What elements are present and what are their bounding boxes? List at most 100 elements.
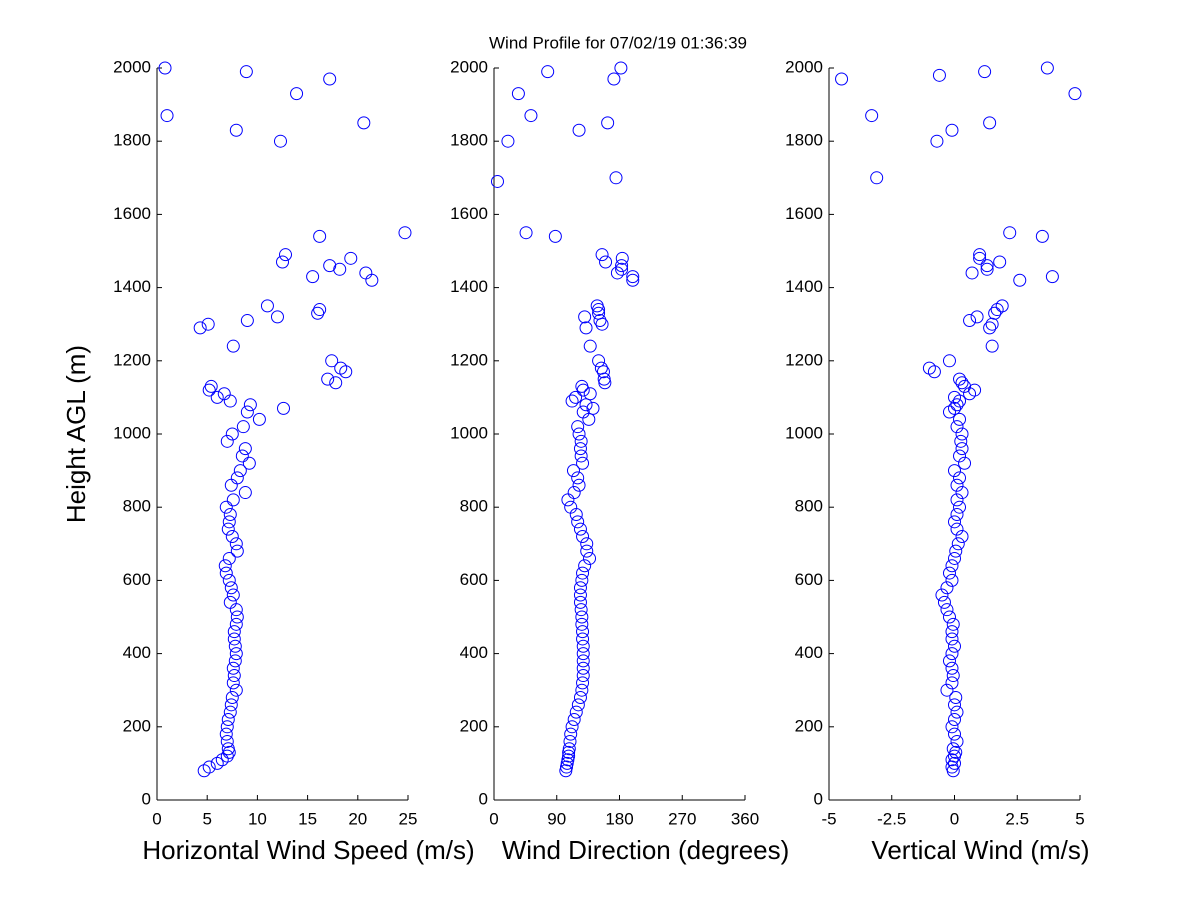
data-point bbox=[1013, 273, 1027, 287]
data-point bbox=[490, 174, 504, 188]
data-point bbox=[229, 683, 243, 697]
data-point bbox=[226, 588, 240, 602]
data-point bbox=[334, 361, 348, 375]
data-point bbox=[202, 383, 216, 397]
data-point bbox=[252, 412, 266, 426]
data-point bbox=[596, 365, 610, 379]
data-point bbox=[230, 544, 244, 558]
data-point bbox=[576, 669, 590, 683]
y-tick-label: 1400 bbox=[785, 277, 823, 296]
data-point bbox=[572, 478, 586, 492]
data-point bbox=[524, 109, 538, 123]
data-point bbox=[571, 515, 585, 529]
data-point bbox=[973, 248, 987, 262]
data-point bbox=[958, 456, 972, 470]
data-point bbox=[565, 720, 579, 734]
data-point bbox=[953, 449, 967, 463]
data-point bbox=[193, 321, 207, 335]
data-point bbox=[988, 306, 1002, 320]
data-point bbox=[953, 372, 967, 386]
y-tick-label: 800 bbox=[123, 497, 151, 516]
data-point bbox=[935, 588, 949, 602]
data-point bbox=[229, 647, 243, 661]
data-point bbox=[226, 339, 240, 353]
data-point bbox=[224, 478, 238, 492]
data-point bbox=[225, 427, 239, 441]
data-point bbox=[950, 493, 964, 507]
data-point bbox=[220, 720, 234, 734]
data-point bbox=[950, 522, 964, 536]
data-point bbox=[229, 617, 243, 631]
data-point bbox=[158, 61, 172, 75]
data-point bbox=[580, 537, 594, 551]
data-point bbox=[583, 387, 597, 401]
data-point bbox=[569, 390, 583, 404]
y-tick-label: 2000 bbox=[450, 57, 488, 76]
data-point bbox=[592, 306, 606, 320]
data-point bbox=[955, 486, 969, 500]
data-point bbox=[576, 566, 590, 580]
data-point bbox=[567, 486, 581, 500]
y-tick-label: 800 bbox=[795, 497, 823, 516]
y-tick-label: 1600 bbox=[450, 204, 488, 223]
y-tick-label: 1800 bbox=[113, 131, 151, 150]
data-point bbox=[942, 354, 956, 368]
data-point bbox=[223, 705, 237, 719]
data-point bbox=[563, 734, 577, 748]
data-point bbox=[311, 306, 325, 320]
data-point bbox=[240, 405, 254, 419]
data-point bbox=[511, 87, 525, 101]
data-point bbox=[995, 299, 1009, 313]
data-point bbox=[233, 464, 247, 478]
y-tick-label: 1000 bbox=[450, 423, 488, 442]
data-point bbox=[583, 339, 597, 353]
data-point bbox=[946, 669, 960, 683]
data-point bbox=[573, 442, 587, 456]
data-point bbox=[937, 595, 951, 609]
x-tick-label: 5 bbox=[202, 809, 211, 828]
data-point bbox=[576, 654, 590, 668]
data-point bbox=[562, 742, 576, 756]
data-point bbox=[225, 529, 239, 543]
data-point bbox=[980, 262, 994, 276]
y-tick-label: 200 bbox=[460, 716, 488, 735]
data-point bbox=[260, 299, 274, 313]
y-tick-label: 1800 bbox=[450, 131, 488, 150]
data-point bbox=[922, 361, 936, 375]
data-point bbox=[571, 420, 585, 434]
data-point bbox=[946, 742, 960, 756]
data-point bbox=[610, 266, 624, 280]
data-point bbox=[210, 390, 224, 404]
y-tick-label: 0 bbox=[814, 789, 823, 808]
data-point bbox=[329, 376, 343, 390]
data-point bbox=[978, 65, 992, 79]
data-point bbox=[574, 603, 588, 617]
data-point bbox=[575, 573, 589, 587]
data-point bbox=[942, 566, 956, 580]
x-axis-label: Horizontal Wind Speed (m/s) bbox=[142, 835, 474, 865]
data-point bbox=[226, 493, 240, 507]
data-point bbox=[955, 529, 969, 543]
x-tick-label: 0 bbox=[489, 809, 498, 828]
data-point bbox=[948, 639, 961, 653]
data-point bbox=[1068, 87, 1082, 101]
data-point bbox=[238, 486, 252, 500]
data-point bbox=[227, 632, 241, 646]
data-point bbox=[965, 266, 979, 280]
data-point bbox=[958, 379, 972, 393]
x-axis-label: Vertical Wind (m/s) bbox=[871, 835, 1089, 865]
data-point bbox=[221, 712, 235, 726]
y-tick-label: 1200 bbox=[450, 350, 488, 369]
data-point bbox=[1003, 226, 1017, 240]
data-point bbox=[948, 551, 961, 565]
data-point bbox=[615, 262, 629, 276]
data-point bbox=[945, 559, 959, 573]
y-tick-label: 400 bbox=[795, 643, 823, 662]
data-point bbox=[940, 683, 954, 697]
data-point bbox=[950, 734, 964, 748]
data-point bbox=[1045, 270, 1059, 284]
data-point bbox=[626, 270, 640, 284]
data-point bbox=[580, 544, 594, 558]
y-tick-label: 600 bbox=[123, 570, 151, 589]
data-point bbox=[945, 123, 959, 137]
